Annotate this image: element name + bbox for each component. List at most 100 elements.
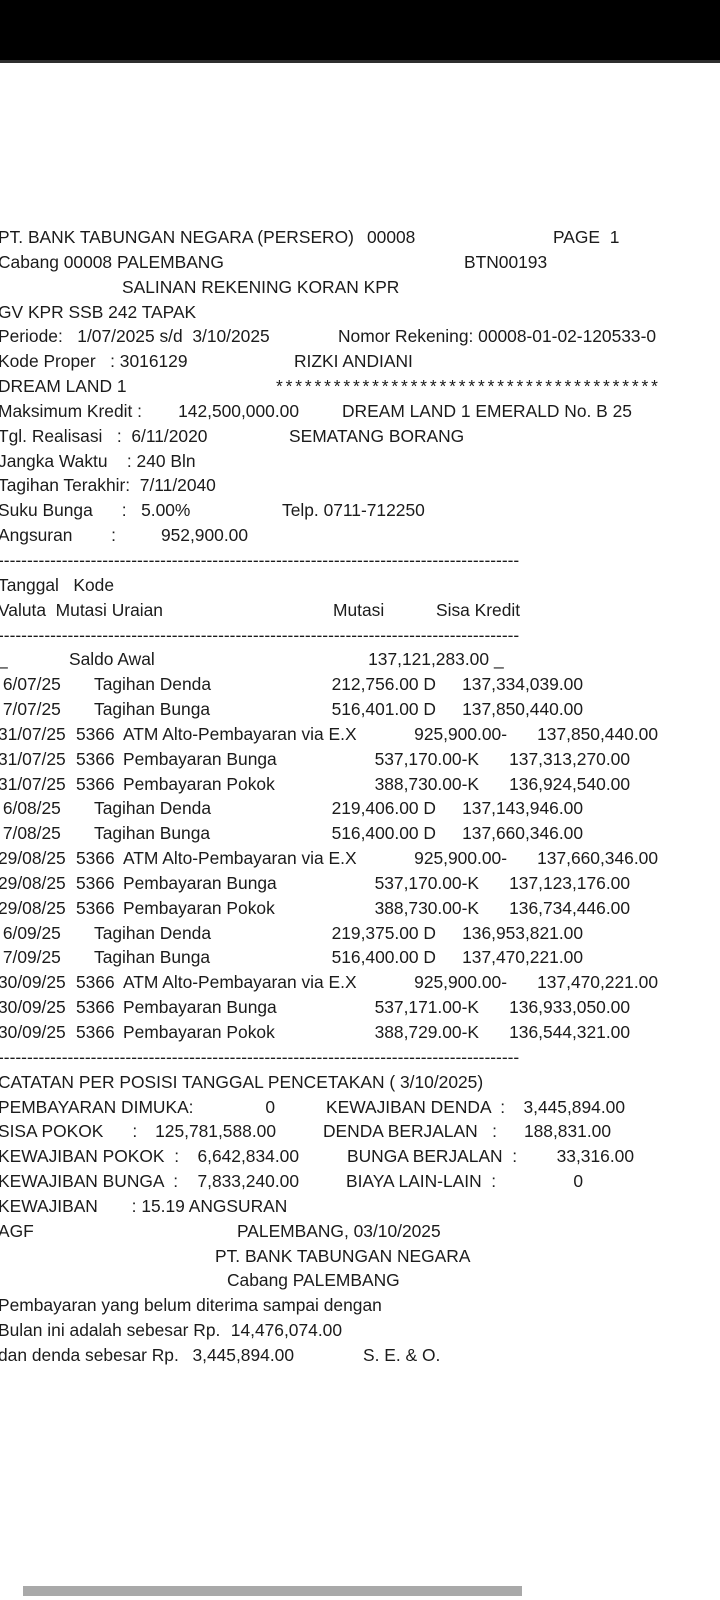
- txn-balance: 137,143,946.00: [462, 798, 583, 819]
- statement-period: Periode: 1/07/2025 s/d 3/10/2025: [0, 326, 270, 347]
- txn-amount: 516,400.00 D: [331, 947, 436, 968]
- loan-term: Jangka Waktu : 240 Bln: [0, 450, 196, 471]
- page-number: PAGE 1: [553, 227, 620, 247]
- max-credit-value: 142,500,000.00: [178, 400, 299, 421]
- txn-code: 5366: [76, 997, 115, 1018]
- bunga-berjalan-label: BUNGA BERJALAN :: [347, 1146, 518, 1167]
- max-credit-label: Maksimum Kredit :: [0, 400, 142, 421]
- txn-code: 5366: [76, 897, 115, 918]
- txn-description: Pembayaran Bunga: [123, 748, 277, 769]
- table-row: 29/08/25 5366 ATM Alto-Pembayaran via E.X 9…: [0, 846, 720, 871]
- header-line: Kode Proper : 3016129 RIZKI ANDIANI: [0, 349, 720, 374]
- txn-code: 5366: [76, 972, 115, 993]
- footer-line: Cabang PALEMBANG: [0, 1268, 720, 1293]
- divider-line: ----------------------------------------…: [0, 548, 720, 573]
- outstanding-note-3-label: dan denda sebesar Rp.: [0, 1344, 179, 1365]
- kewajiban-denda-value: 3,445,894.00: [523, 1096, 625, 1117]
- biaya-lain-label: BIAYA LAIN-LAIN :: [346, 1171, 497, 1192]
- customer-name: RIZKI ANDIANI: [294, 351, 413, 372]
- txn-amount: 925,900.00-: [414, 848, 507, 869]
- catatan-title: CATATAN PER POSISI TANGGAL PENCETAKAN ( …: [0, 1071, 484, 1092]
- footer-line: PT. BANK TABUNGAN NEGARA: [0, 1244, 720, 1269]
- txn-amount: 516,401.00 D: [331, 699, 436, 720]
- saldo-suffix: _: [494, 649, 504, 670]
- outstanding-note-3-value: 3,445,894.00: [192, 1344, 294, 1365]
- table-row: 30/09/25 5366 ATM Alto-Pembayaran via E.X 9…: [0, 970, 720, 995]
- txn-balance: 136,924,540.00: [509, 773, 630, 794]
- txn-date: 6/09/25: [0, 922, 61, 943]
- header-line: Tgl. Realisasi : 6/11/2020 SEMATANG BORA…: [0, 424, 720, 449]
- txn-balance: 136,544,321.00: [509, 1022, 630, 1042]
- statement-document: PT. BANK TABUNGAN NEGARA (PERSERO) 00008…: [0, 225, 720, 1368]
- table-row: 7/08/25 Tagihan Bunga 516,400.00 D 137,660,…: [0, 821, 720, 846]
- txn-amount: 537,170.00-K: [374, 872, 479, 893]
- txn-amount: 925,900.00-: [414, 972, 507, 993]
- txn-balance: 137,850,440.00: [462, 699, 583, 720]
- header-line: Suku Bunga : 5.00% Telp. 0711-712250: [0, 498, 720, 523]
- txn-description: Tagihan Denda: [94, 674, 211, 695]
- txn-description: Pembayaran Bunga: [123, 997, 277, 1018]
- txn-description: Pembayaran Bunga: [123, 872, 277, 893]
- txn-code: 5366: [76, 848, 115, 869]
- txn-balance: 136,953,821.00: [462, 922, 583, 943]
- seo-label: S. E. & O.: [363, 1344, 441, 1365]
- installment-value: 952,900.00: [160, 525, 248, 546]
- txn-amount: 925,900.00-: [414, 723, 507, 744]
- summary-line: KEWAJIBAN : 15.19 ANGSURAN: [0, 1194, 720, 1219]
- table-header-line: Tanggal Kode: [0, 573, 720, 598]
- branch-code: 00008: [367, 227, 416, 247]
- txn-description: Tagihan Denda: [94, 798, 211, 819]
- txn-date: 29/08/25: [0, 848, 66, 869]
- denda-berjalan-value: 188,831.00: [523, 1121, 611, 1142]
- stars-separator: ****************************************: [276, 376, 661, 397]
- table-row: 6/08/25 Tagihan Denda 219,406.00 D 137,143,…: [0, 796, 720, 821]
- kewajiban-denda-label: KEWAJIBAN DENDA :: [326, 1096, 506, 1117]
- status-bar: [0, 0, 720, 63]
- txn-description: Tagihan Bunga: [94, 947, 211, 968]
- header-line: Cabang 00008 PALEMBANG BTN00193: [0, 250, 720, 275]
- footer-line: Pembayaran yang belum diterima sampai de…: [0, 1293, 720, 1318]
- horizontal-scrollbar[interactable]: [23, 1586, 522, 1596]
- txn-description: Tagihan Denda: [94, 922, 211, 943]
- footer-line: Bulan ini adalah sebesar Rp. 14,476,074.…: [0, 1318, 720, 1343]
- txn-amount: 388,730.00-K: [374, 897, 479, 918]
- divider: ----------------------------------------…: [0, 1046, 520, 1067]
- branch-name: Cabang 00008 PALEMBANG: [0, 251, 224, 272]
- property-address-1: DREAM LAND 1 EMERALD No. B 25: [342, 400, 632, 421]
- txn-code: 5366: [76, 773, 115, 794]
- kewajiban-bunga-value: 7,833,240.00: [197, 1171, 299, 1192]
- header-line: Tagihan Terakhir: 7/11/2040: [0, 473, 720, 498]
- pembayaran-dimuka-value: 0: [265, 1096, 275, 1117]
- column-header-sisa-kredit: Sisa Kredit: [436, 599, 521, 620]
- txn-code: 5366: [76, 723, 115, 744]
- txn-date: 30/09/25: [0, 997, 66, 1018]
- bunga-berjalan-value: 33,316.00: [556, 1146, 634, 1167]
- phone-number: Telp. 0711-712250: [282, 500, 425, 521]
- place-and-date: PALEMBANG, 03/10/2025: [237, 1220, 441, 1241]
- txn-description: ATM Alto-Pembayaran via E.X: [123, 848, 357, 869]
- txn-code: 5366: [76, 748, 115, 769]
- header-line: Angsuran : 952,900.00: [0, 523, 720, 548]
- outstanding-note-2-label: Bulan ini adalah sebesar Rp.: [0, 1320, 221, 1341]
- table-row: 31/07/25 5366 Pembayaran Bunga 537,170.00-K…: [0, 747, 720, 772]
- table-row: 30/09/25 5366 Pembayaran Bunga 537,171.00-K…: [0, 995, 720, 1020]
- table-header-line: Valuta Mutasi Uraian Mutasi Sisa Kredit: [0, 598, 720, 623]
- txn-date: 29/08/25: [0, 872, 66, 893]
- table-row: 31/07/25 5366 Pembayaran Pokok 388,730.00-K…: [0, 772, 720, 797]
- summary-line: SISA POKOK : 125,781,588.00 DENDA BERJAL…: [0, 1119, 720, 1144]
- txn-amount: 516,400.00 D: [331, 823, 436, 844]
- txn-date: 31/07/25: [0, 748, 66, 769]
- table-row: 7/07/25 Tagihan Bunga 516,401.00 D 137,850,…: [0, 697, 720, 722]
- product-line: GV KPR SSB 242 TAPAK: [0, 301, 197, 322]
- header-line: Maksimum Kredit : 142,500,000.00 DREAM L…: [0, 399, 720, 424]
- footer-line: AGF PALEMBANG, 03/10/2025: [0, 1219, 720, 1244]
- txn-date: 7/08/25: [0, 823, 61, 844]
- txn-date: 31/07/25: [0, 773, 66, 794]
- table-row: 7/09/25 Tagihan Bunga 516,400.00 D 137,470,…: [0, 945, 720, 970]
- txn-balance: 137,470,221.00: [537, 972, 658, 993]
- document-title: SALINAN REKENING KORAN KPR: [122, 276, 400, 297]
- txn-date: 7/09/25: [0, 947, 61, 968]
- pembayaran-dimuka-label: PEMBAYARAN DIMUKA:: [0, 1096, 194, 1117]
- kewajiban-pokok-value: 6,642,834.00: [197, 1146, 299, 1167]
